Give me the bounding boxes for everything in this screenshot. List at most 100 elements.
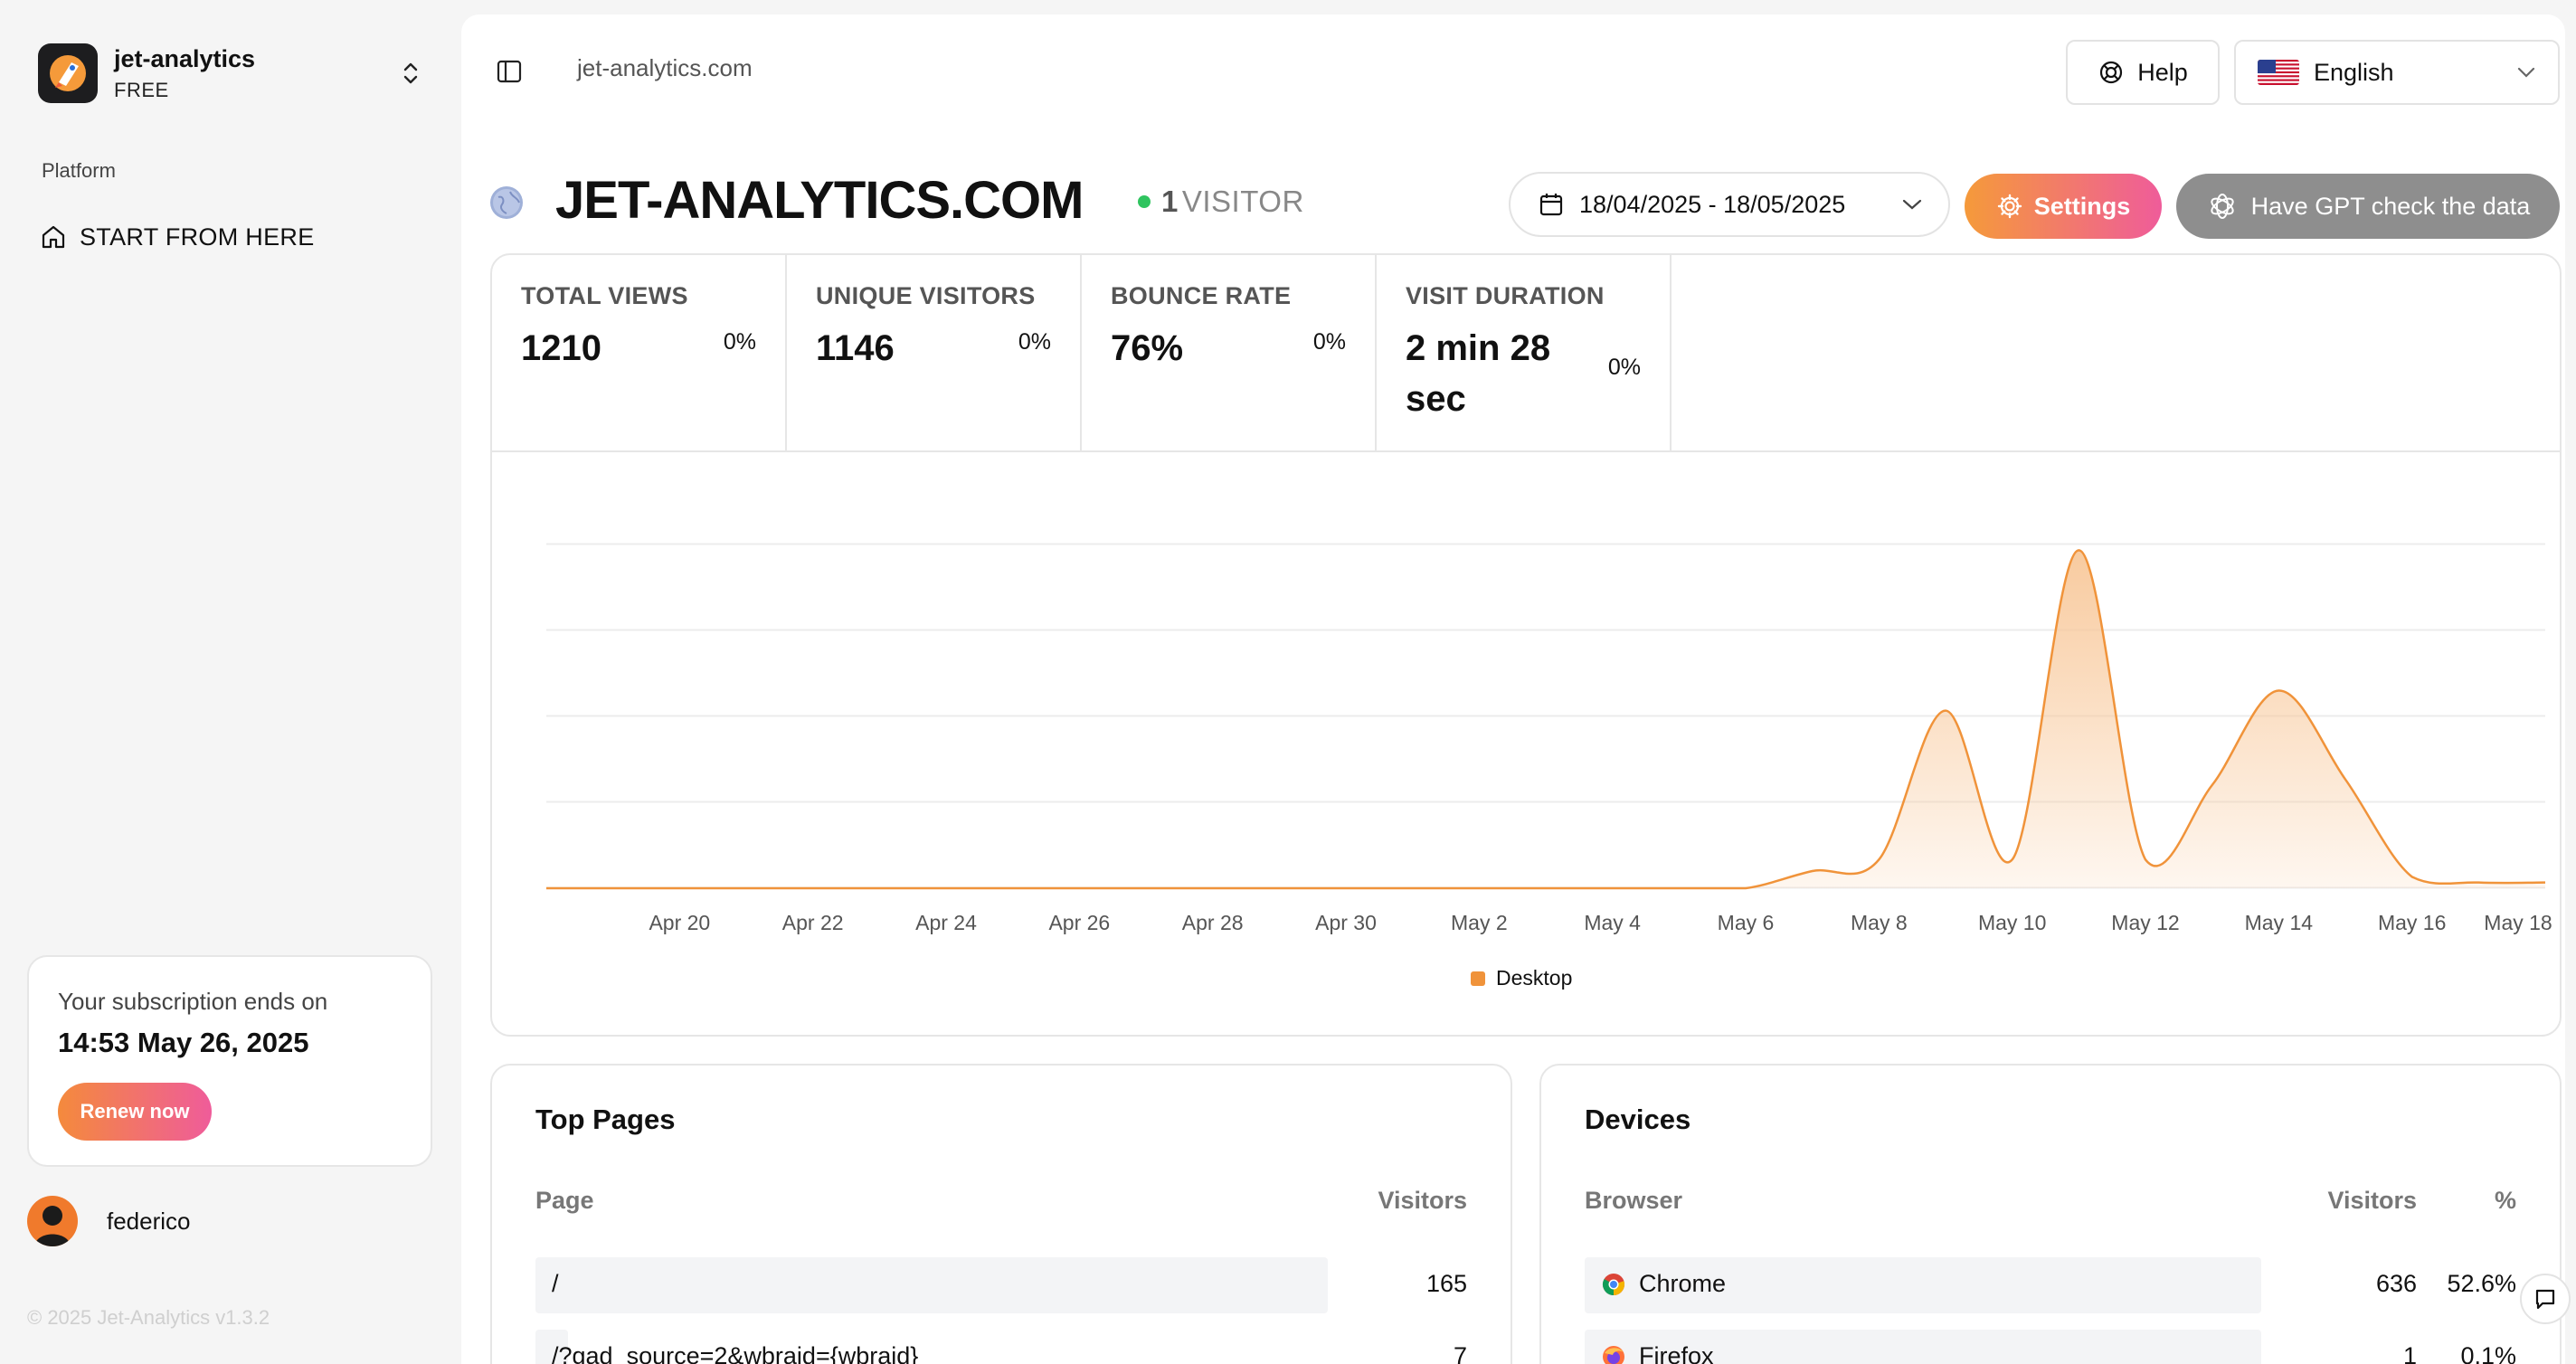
table-row[interactable]: /?gad_source=2&wbraid={wbraid} 7 [535, 1330, 1467, 1364]
stats-row: TOTAL VIEWS 1210 0% UNIQUE VISITORS 1146… [492, 255, 2560, 452]
us-flag-icon [2258, 60, 2299, 85]
avatar [27, 1196, 78, 1246]
chart-svg: Apr 20 Apr 22 Apr 24 Apr 26 Apr 28 Apr 30 May … [546, 543, 2552, 934]
date-range-picker[interactable]: 18/04/2025 - 18/05/2025 [1509, 172, 1950, 237]
live-visitor-badge: 1 VISITOR [1138, 185, 1304, 219]
sidebar-item-start[interactable]: START FROM HERE [40, 217, 315, 257]
subscription-end-date: 14:53 May 26, 2025 [58, 1027, 309, 1058]
copyright: © 2025 Jet-Analytics v1.3.2 [27, 1306, 270, 1329]
row-visitors: 7 [1453, 1342, 1467, 1364]
live-status-dot [1138, 195, 1151, 208]
stat-value: 76% [1111, 328, 1184, 368]
live-visitor-count: 1 [1161, 185, 1179, 218]
globe-icon [490, 186, 523, 219]
settings-label: Settings [2033, 192, 2131, 220]
stat-label: TOTAL VIEWS [521, 282, 688, 309]
chevron-down-icon [2517, 67, 2535, 78]
x-tick-label: May 10 [1978, 911, 2046, 934]
chart-legend[interactable]: Desktop [1471, 966, 1572, 990]
row-visitors: 636 [2375, 1270, 2417, 1297]
language-value: English [2314, 58, 2394, 86]
sidebar-item-label: START FROM HERE [80, 223, 315, 251]
calendar-icon [1539, 194, 1563, 216]
stat-total-views[interactable]: TOTAL VIEWS 1210 0% [492, 255, 787, 450]
gpt-check-button[interactable]: Have GPT check the data [2176, 174, 2560, 239]
stat-label: BOUNCE RATE [1111, 282, 1292, 309]
stat-change: 0% [723, 329, 756, 355]
stat-bounce-rate[interactable]: BOUNCE RATE 76% 0% [1082, 255, 1377, 450]
user-menu[interactable]: federico [27, 1196, 191, 1246]
table-row[interactable]: / 165 [535, 1257, 1467, 1313]
x-tick-label: Apr 26 [1048, 911, 1110, 934]
row-browser: Chrome [1601, 1270, 1726, 1298]
row-page: /?gad_source=2&wbraid={wbraid} [552, 1342, 919, 1364]
table-header: Browser Visitors % [1585, 1187, 2516, 1219]
x-tick-label: May 14 [2245, 911, 2314, 934]
column-header-percent: % [2494, 1187, 2516, 1214]
table-row[interactable]: Chrome 636 52.6% [1585, 1257, 2516, 1313]
stat-change: 0% [1312, 329, 1346, 355]
plan-badge: FREE [114, 78, 169, 101]
settings-button[interactable]: Settings [1965, 174, 2162, 239]
help-label: Help [2137, 58, 2188, 86]
row-browser-label: Firefox [1639, 1342, 1714, 1364]
main-content: jet-analytics.com Help English [461, 14, 2565, 1364]
x-tick-label: Apr 24 [915, 911, 977, 934]
top-pages-card: Top Pages Page Visitors / 165 /?gad_sour… [490, 1064, 1512, 1364]
x-tick-label: Apr 20 [649, 911, 710, 934]
x-tick-label: May 18 [2484, 911, 2552, 934]
stat-label: UNIQUE VISITORS [816, 282, 1036, 309]
page-title: JET-ANALYTICS.COM [555, 171, 1084, 230]
renew-button[interactable]: Renew now [58, 1083, 212, 1141]
column-header-page: Page [535, 1187, 594, 1214]
row-visitors: 1 [2402, 1342, 2417, 1364]
legend-swatch [1471, 971, 1485, 986]
date-range-value: 18/04/2025 - 18/05/2025 [1579, 190, 1846, 218]
row-browser-label: Chrome [1639, 1270, 1727, 1297]
row-share-bar [535, 1330, 568, 1364]
site-header: JET-ANALYTICS.COM 1 VISITOR 18/04/2025 -… [461, 150, 2565, 255]
language-select[interactable]: English [2234, 40, 2560, 105]
workspace-switcher[interactable]: jet-analytics FREE [38, 38, 425, 109]
sidebar-toggle-icon[interactable] [494, 56, 525, 87]
home-icon [42, 225, 65, 249]
series-area-0 [546, 550, 2545, 888]
chat-icon[interactable] [2520, 1274, 2571, 1324]
chevron-up-down-icon[interactable] [396, 59, 425, 88]
row-share-bar [535, 1257, 1328, 1313]
openai-icon [2211, 194, 2234, 219]
row-percent: 52.6% [2447, 1270, 2516, 1297]
table-header: Page Visitors [535, 1187, 1467, 1219]
row-browser: Firefox [1601, 1342, 1714, 1364]
subscription-title: Your subscription ends on [58, 988, 328, 1015]
breadcrumb[interactable]: jet-analytics.com [577, 54, 753, 81]
x-tick-label: Apr 28 [1182, 911, 1244, 934]
x-tick-label: May 16 [2378, 911, 2446, 934]
help-button[interactable]: Help [2066, 40, 2220, 105]
live-visitor-label: VISITOR [1181, 185, 1304, 218]
workspace-name: jet-analytics [114, 44, 256, 72]
gpt-label: Have GPT check the data [2250, 192, 2531, 220]
stat-value: 2 min 28 sec [1406, 328, 1551, 419]
table-row[interactable]: Firefox 1 0.1% [1585, 1330, 2516, 1364]
row-share-bar [1585, 1330, 2261, 1364]
lifebuoy-icon [2100, 61, 2123, 84]
stat-value: 1210 [521, 328, 601, 368]
stats-card: TOTAL VIEWS 1210 0% UNIQUE VISITORS 1146… [490, 253, 2562, 1037]
series-line-0 [546, 549, 2546, 890]
stat-unique-visitors[interactable]: UNIQUE VISITORS 1146 0% [787, 255, 1082, 450]
rocket-logo-icon [38, 43, 98, 103]
section-label-platform: Platform [42, 159, 116, 182]
stat-change: 0% [1607, 355, 1641, 380]
stat-visit-duration[interactable]: VISIT DURATION 2 min 28 sec 0% [1377, 255, 1672, 450]
row-page: / [552, 1270, 559, 1297]
row-share-bar [1585, 1257, 2261, 1313]
gear-icon [1997, 194, 2022, 219]
devices-card: Devices Browser Visitors % Chrome 636 52… [1539, 1064, 2562, 1364]
x-tick-label: May 4 [1584, 911, 1641, 934]
stat-value: 1146 [816, 328, 895, 368]
x-tick-label: Apr 22 [782, 911, 844, 934]
card-title: Devices [1585, 1104, 1691, 1135]
sidebar: jet-analytics FREE Platform START FROM H… [0, 0, 458, 1364]
stat-label: VISIT DURATION [1406, 282, 1605, 309]
